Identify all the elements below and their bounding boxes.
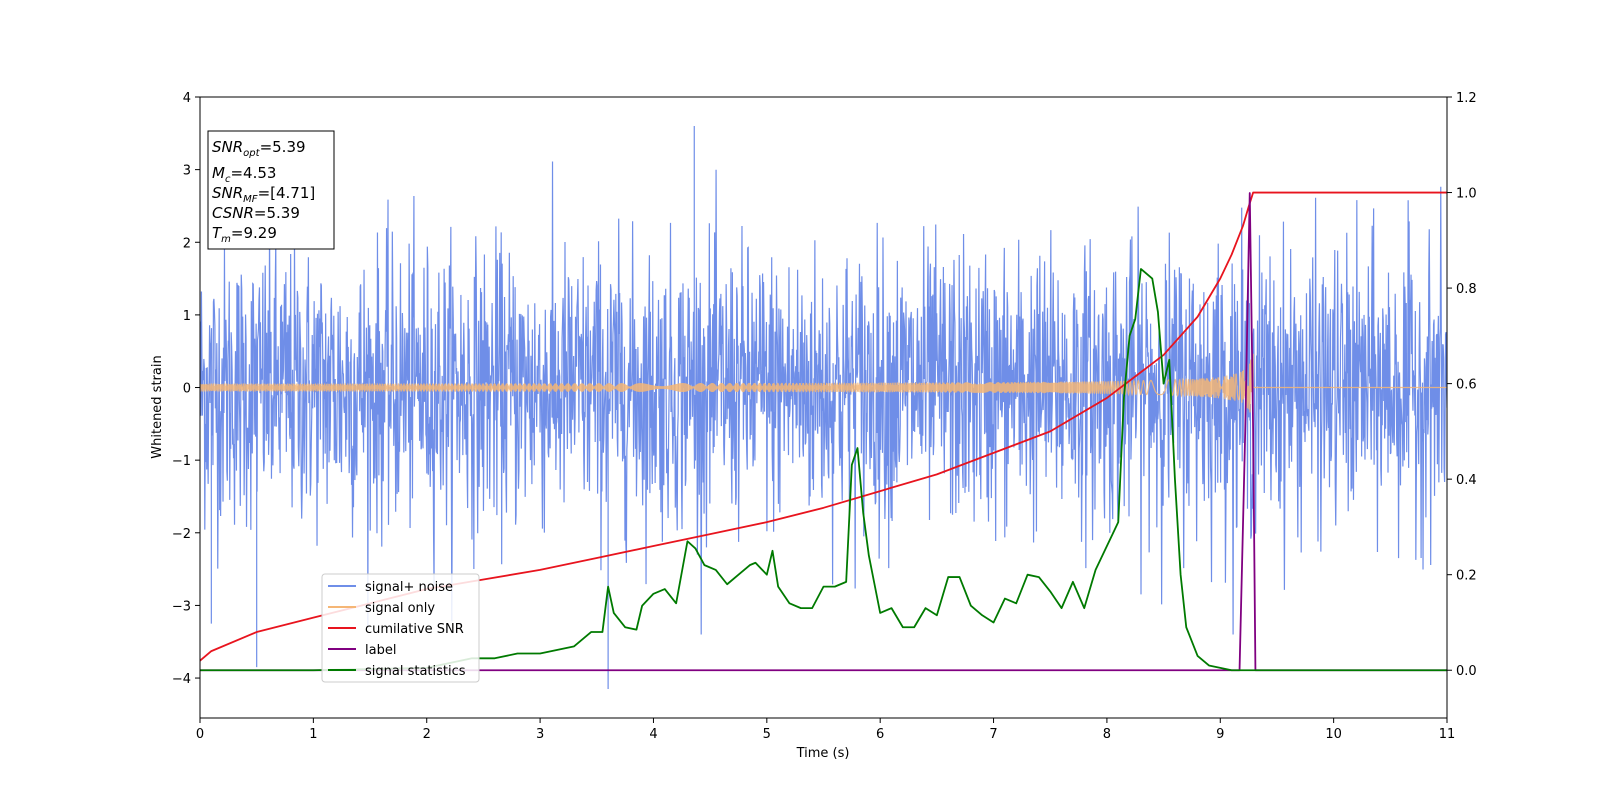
- info-box: SNRopt=5.39 Mc=4.53 SNRMF=[4.71] CSNR=5.…: [207, 130, 335, 250]
- x-tick-label: 4: [649, 727, 657, 742]
- x-tick-label: 2: [423, 727, 431, 742]
- x-tick-label: 5: [763, 727, 771, 742]
- y-axis-left: 4 3 2 1 0 −1 −2 −3 −4: [172, 91, 200, 687]
- x-tick-label: 6: [876, 727, 884, 742]
- x-tick-label: 7: [989, 727, 997, 742]
- y-axis-label: Whitened strain: [150, 355, 165, 458]
- x-tick-label: 1: [309, 727, 317, 742]
- y-tick-label: 4: [183, 91, 191, 106]
- y-tick-label: 1: [183, 309, 191, 324]
- legend: signal+ noise signal only cumilative SNR…: [321, 573, 480, 683]
- legend-label-noise: signal+ noise: [365, 580, 453, 595]
- signal-only-series: [200, 353, 1447, 413]
- legend-label-signal: signal only: [365, 601, 435, 616]
- legend-frame: [321, 573, 480, 683]
- plot-frame: [199, 96, 1448, 719]
- y-tick-label: −2: [172, 527, 191, 542]
- x-axis-label: Time (s): [796, 746, 850, 761]
- y2-tick-label: 0.0: [1456, 664, 1477, 679]
- y2-tick-label: 0.8: [1456, 282, 1477, 297]
- signal-only-line: [200, 353, 1447, 413]
- x-tick-label: 8: [1103, 727, 1111, 742]
- y-tick-label: 2: [183, 236, 191, 251]
- y-tick-label: 3: [183, 164, 191, 179]
- y2-tick-label: 1.2: [1456, 91, 1477, 106]
- x-tick-label: 3: [536, 727, 544, 742]
- signal-statistics-line: [200, 268, 1447, 672]
- y-tick-label: 0: [183, 382, 191, 397]
- x-axis: 0 1 2 3 4 5 6 7 8 9 10 11: [196, 718, 1455, 742]
- info-tm: Tm=9.29: [212, 224, 277, 245]
- legend-label-label: label: [365, 643, 396, 658]
- signal-noise-series: [200, 126, 1447, 689]
- x-tick-label: 9: [1216, 727, 1224, 742]
- info-box-frame: [207, 130, 335, 250]
- info-snr-mf: SNRMF=[4.71]: [212, 184, 315, 205]
- x-tick-label: 11: [1439, 727, 1456, 742]
- y-tick-label: −4: [172, 672, 191, 687]
- y2-tick-label: 0.4: [1456, 473, 1477, 488]
- y-tick-label: −1: [172, 454, 191, 469]
- signal-statistics-series: [200, 268, 1447, 672]
- x-tick-label: 0: [196, 727, 204, 742]
- x-tick-label: 10: [1325, 727, 1342, 742]
- y2-tick-label: 1.0: [1456, 187, 1477, 202]
- info-mc: Mc=4.53: [212, 164, 276, 185]
- y-tick-label: −3: [172, 599, 191, 614]
- y2-tick-label: 0.2: [1456, 569, 1477, 584]
- info-snr-opt: SNRopt=5.39: [212, 138, 306, 159]
- y2-tick-label: 0.6: [1456, 378, 1477, 393]
- y-axis-right: 1.2 1.0 0.8 0.6 0.4 0.2 0.0: [1447, 91, 1477, 679]
- legend-label-stats: signal statistics: [365, 664, 466, 679]
- signal-noise-line: [200, 161, 1447, 635]
- legend-label-csnr: cumilative SNR: [365, 622, 464, 637]
- info-csnr: CSNR=5.39: [212, 204, 300, 222]
